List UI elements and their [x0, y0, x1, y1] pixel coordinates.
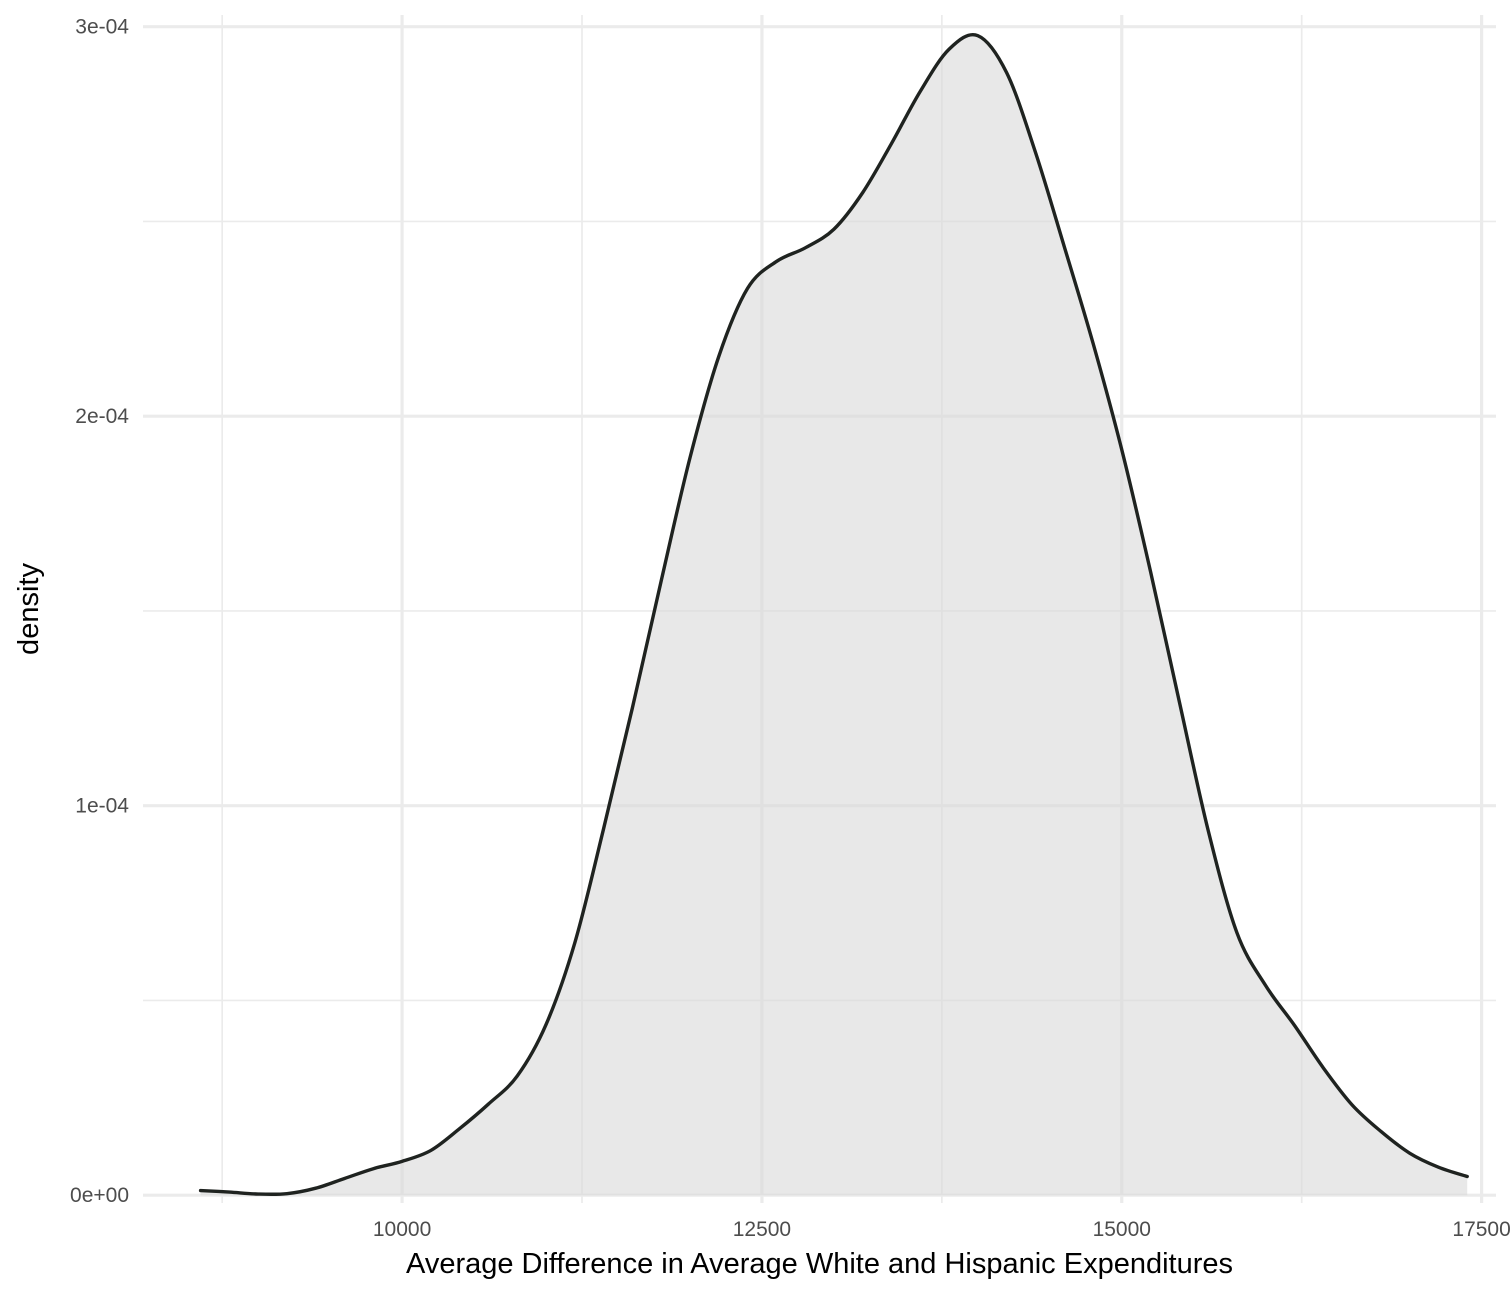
y-tick-label-1: 1e-04 — [75, 795, 129, 818]
y-tick-label-3: 3e-04 — [75, 16, 129, 39]
x-tick-label-2: 15000 — [1093, 1218, 1151, 1241]
y-tick-label-2: 2e-04 — [75, 405, 129, 428]
x-tick-labels: 10000 12500 15000 17500 — [373, 1218, 1511, 1241]
y-axis-title: density — [13, 563, 45, 655]
density-line-layer — [198, 33, 1469, 1197]
density-area-layer — [200, 34, 1468, 1196]
density-area — [200, 34, 1468, 1196]
y-tick-label-0: 0e+00 — [70, 1184, 129, 1207]
x-tick-label-3: 17500 — [1452, 1218, 1510, 1241]
density-line — [198, 33, 1469, 1197]
y-tick-labels: 0e+00 1e-04 2e-04 3e-04 — [70, 16, 129, 1208]
x-tick-label-0: 10000 — [373, 1218, 431, 1241]
x-axis-title: Average Difference in Average White and … — [406, 1248, 1233, 1280]
x-tick-label-1: 12500 — [733, 1218, 791, 1241]
